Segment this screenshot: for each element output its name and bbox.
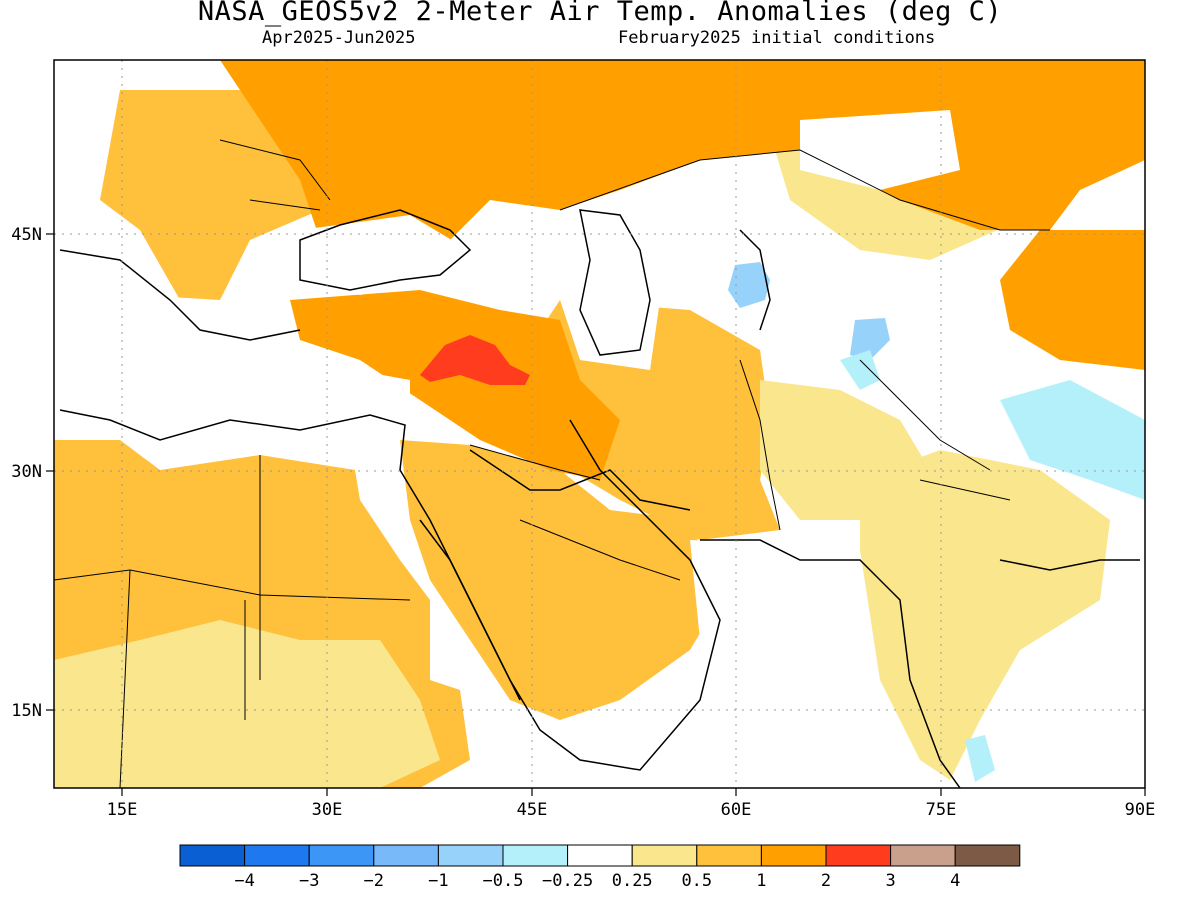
legend-swatch	[760, 844, 827, 867]
legend-swatch	[890, 844, 956, 867]
legend-label: 0.5	[681, 871, 712, 891]
legend-label: −3	[299, 871, 319, 891]
anomaly-region-arabian-sea-neutral	[570, 540, 920, 788]
legend-label: −0.25	[542, 871, 593, 891]
legend-label: −0.5	[483, 871, 524, 891]
x-tick-label: 15E	[107, 800, 138, 820]
legend-swatch	[502, 844, 569, 867]
y-tick-label: 45N	[11, 225, 42, 245]
legend-swatch	[373, 844, 439, 867]
anomaly-region-india	[860, 450, 1110, 780]
legend-swatch	[244, 844, 310, 867]
anomaly-region-hindukush-cool	[840, 350, 880, 390]
anomaly-region-east-asia	[1000, 230, 1145, 370]
legend-swatch	[308, 844, 375, 867]
legend-label: 1	[756, 871, 766, 891]
tick-marks	[46, 233, 1146, 796]
anomaly-region-balkans	[100, 90, 330, 300]
x-tick-label: 30E	[312, 800, 343, 820]
anomaly-region-india-south-cool	[965, 735, 995, 782]
legend-label: 0.25	[612, 871, 653, 891]
legend-swatch	[825, 844, 892, 867]
anomaly-field	[54, 60, 1145, 788]
legend-swatch	[179, 844, 246, 867]
graticule	[54, 60, 1145, 788]
legend-swatch	[437, 844, 504, 867]
legend-label: 3	[885, 871, 895, 891]
anomaly-region-syria	[420, 335, 530, 385]
anomaly-region-med-neutral	[54, 290, 410, 455]
legend-swatch	[631, 844, 698, 867]
x-tick-label: 45E	[517, 800, 548, 820]
forecast-period: Apr2025-Jun2025	[262, 28, 416, 48]
legend-swatch	[954, 844, 1021, 867]
map-frame	[53, 59, 1146, 789]
x-tick-label: 60E	[721, 800, 752, 820]
legend-label: 2	[821, 871, 831, 891]
anomaly-region-caspian-neutral	[560, 200, 660, 370]
coastlines	[59, 209, 1140, 788]
y-tick-label: 15N	[11, 701, 42, 721]
anomaly-region-sahara-south	[54, 620, 440, 788]
legend-label: −4	[234, 871, 254, 891]
anomaly-region-turkey-iraq	[290, 290, 620, 480]
x-tick-labels: 15E 30E 45E 60E 75E 90E	[107, 800, 1156, 820]
x-tick-label: 90E	[1125, 800, 1156, 820]
y-tick-label: 30N	[11, 462, 42, 482]
legend-label: −1	[428, 871, 448, 891]
anomaly-region-tibet-cool	[1000, 380, 1145, 500]
legend-swatch	[567, 844, 633, 867]
legend-label: 4	[950, 871, 960, 891]
anomaly-region-tajik-cool	[850, 318, 890, 360]
map-title: NASA_GEOS5v2 2-Meter Air Temp. Anomalies…	[197, 0, 1003, 27]
initial-conditions: February2025 initial conditions	[618, 28, 936, 48]
legend-swatch	[696, 844, 762, 867]
anomaly-region-arabia	[400, 440, 720, 720]
x-tick-label: 75E	[926, 800, 957, 820]
anomaly-region-black-sea-neutral	[300, 215, 460, 295]
legend-label: −2	[364, 871, 384, 891]
country-borders	[54, 139, 1050, 788]
color-legend: −4 −3 −2 −1 −0.5 −0.25 0.25 0.5 1 2 3 4	[179, 844, 1021, 891]
anomaly-region-pakistan	[760, 380, 930, 520]
y-tick-labels: 45N 30N 15N	[11, 225, 42, 721]
anomaly-region-uzbekistan-cool	[728, 262, 770, 308]
